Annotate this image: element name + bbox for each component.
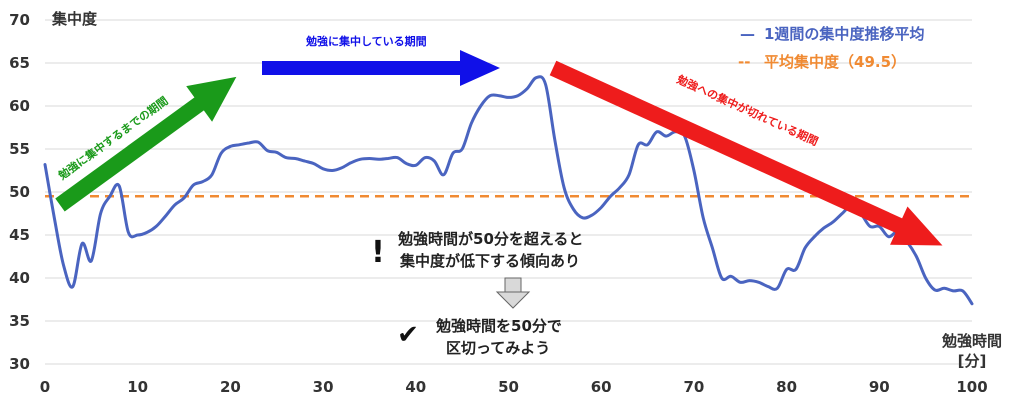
x-tick-label: 10 [127,378,148,396]
legend-label-series: 1週間の集中度推移平均 [764,25,924,43]
x-axis-label-line2: [分] [958,352,987,370]
legend: — 1週間の集中度推移平均 -- 平均集中度（49.5） [738,25,924,71]
y-axis-ticks: 30 35 40 45 50 55 60 65 70 [9,11,30,373]
x-tick-label: 100 [956,378,987,396]
y-tick-label: 50 [9,183,30,201]
y-tick-label: 60 [9,97,30,115]
focused-arrow [262,50,500,86]
y-tick-label: 70 [9,11,30,29]
down-arrow-icon [495,277,531,309]
legend-marker-average: -- [738,53,750,71]
note-line-2: 集中度が低下する傾向あり [399,252,580,270]
check-icon: ✔ [397,320,419,350]
focused-arrow-label: 勉強に集中している期間 [305,34,427,48]
tip-line-2: 区切ってみよう [446,339,550,357]
x-axis-ticks: 0 10 20 30 40 50 60 70 80 90 100 [40,378,988,396]
tip-line-1: 勉強時間を50分で [435,317,562,335]
y-tick-label: 40 [9,269,30,287]
y-tick-label: 30 [9,355,30,373]
x-tick-label: 40 [405,378,426,396]
note-line-1: 勉強時間が50分を超えると [397,230,583,248]
rising-arrow [55,76,237,212]
legend-marker-series: — [740,25,755,43]
legend-label-average: 平均集中度（49.5） [764,53,906,71]
y-tick-label: 45 [9,226,30,244]
x-tick-label: 50 [498,378,519,396]
y-tick-label: 65 [9,54,30,72]
y-tick-label: 35 [9,312,30,330]
falling-arrow [549,60,943,246]
x-tick-label: 90 [869,378,890,396]
x-tick-label: 70 [683,378,704,396]
x-tick-label: 0 [40,378,50,396]
x-tick-label: 30 [313,378,334,396]
y-tick-label: 55 [9,140,30,158]
x-tick-label: 20 [220,378,241,396]
exclamation-icon: ! [371,235,385,270]
y-axis-label: 集中度 [51,10,98,28]
series-line [43,75,974,306]
x-tick-label: 60 [591,378,612,396]
x-tick-label: 80 [776,378,797,396]
x-axis-label-line1: 勉強時間 [941,332,1002,350]
